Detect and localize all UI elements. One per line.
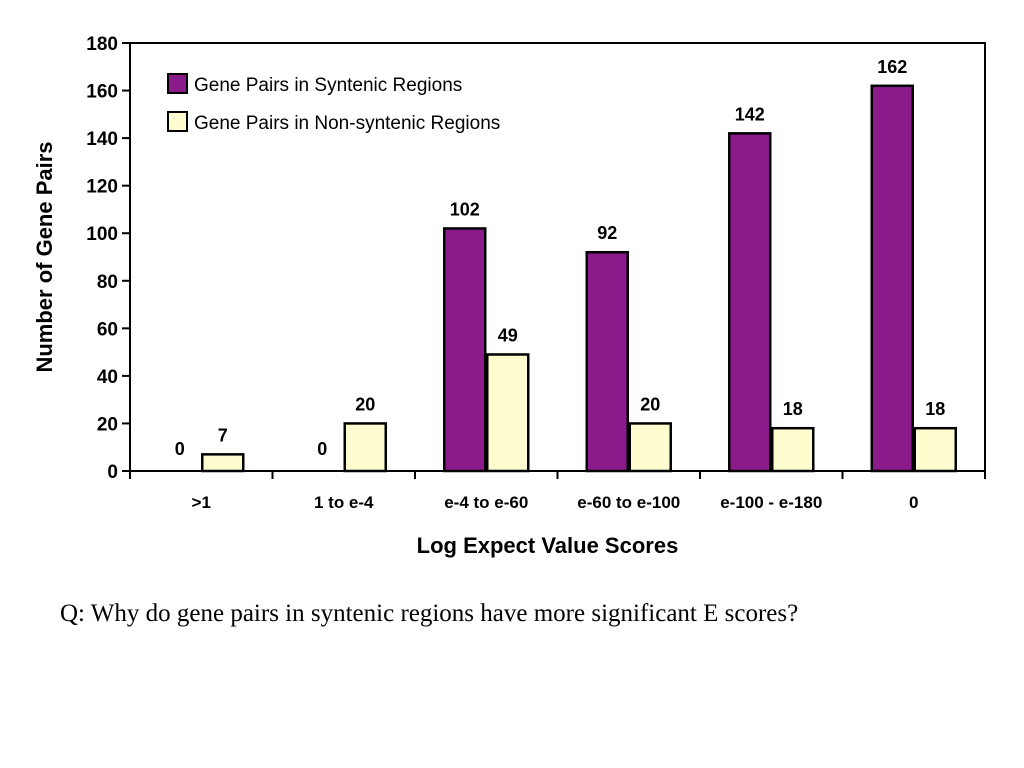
data-label: 20 [640, 394, 660, 414]
data-label: 18 [783, 399, 803, 419]
bar-non-syntenic [771, 426, 815, 473]
plot-frame [129, 42, 986, 472]
data-label: 49 [498, 325, 518, 345]
x-axis-ticks: >1 1 to e-4 e-4 to e-60 e-60 to e-100 e-100 … [129, 471, 986, 512]
bar-non-syntenic [201, 453, 245, 473]
legend-swatch [167, 111, 188, 132]
y-axis-label: Number of Gene Pairs [32, 141, 57, 372]
x-tick-label: 0 [909, 493, 918, 512]
data-label: 162 [877, 57, 907, 77]
legend-swatch [167, 73, 188, 94]
y-tick-label: 60 [97, 319, 118, 340]
data-label: 18 [925, 399, 945, 419]
bar-syntenic [443, 227, 487, 473]
y-tick-label: 20 [97, 414, 118, 435]
x-tick-label: e-4 to e-60 [444, 493, 528, 512]
data-label: 0 [175, 439, 185, 459]
y-tick-label: 40 [97, 367, 118, 388]
y-tick-label: 80 [97, 272, 118, 293]
legend-label: Gene Pairs in Non-syntenic Regions [194, 113, 500, 134]
y-axis-ticks: 0 20 40 60 80 100 120 140 160 180 [86, 34, 130, 483]
y-tick-label: 140 [86, 129, 118, 150]
x-tick-label: e-100 - e-180 [720, 493, 822, 512]
data-label: 142 [735, 104, 765, 124]
data-label: 20 [355, 394, 375, 414]
x-tick-label: e-60 to e-100 [577, 493, 680, 512]
bar-non-syntenic [628, 422, 672, 473]
data-label: 7 [218, 425, 228, 445]
bar-non-syntenic [343, 422, 387, 473]
y-tick-label: 100 [86, 224, 118, 245]
data-label: 102 [450, 199, 480, 219]
x-tick-label: 1 to e-4 [314, 493, 374, 512]
bar-syntenic [585, 250, 629, 473]
bar-non-syntenic [486, 353, 530, 473]
y-tick-label: 0 [107, 462, 118, 483]
y-tick-label: 120 [86, 177, 118, 198]
bar-non-syntenic [913, 426, 957, 473]
legend: Gene Pairs in Syntenic Regions Gene Pairs… [167, 73, 500, 134]
x-axis-label: Log Expect Value Scores [417, 533, 679, 558]
data-label: 92 [597, 223, 617, 243]
bar-syntenic [728, 132, 772, 473]
x-tick-label: >1 [192, 493, 211, 512]
legend-label: Gene Pairs in Syntenic Regions [194, 75, 462, 96]
y-tick-label: 160 [86, 82, 118, 103]
question-text: Q: Why do gene pairs in syntenic regions… [60, 600, 799, 627]
data-label: 0 [317, 439, 327, 459]
bar-syntenic [870, 84, 914, 473]
y-tick-label: 180 [86, 34, 118, 55]
